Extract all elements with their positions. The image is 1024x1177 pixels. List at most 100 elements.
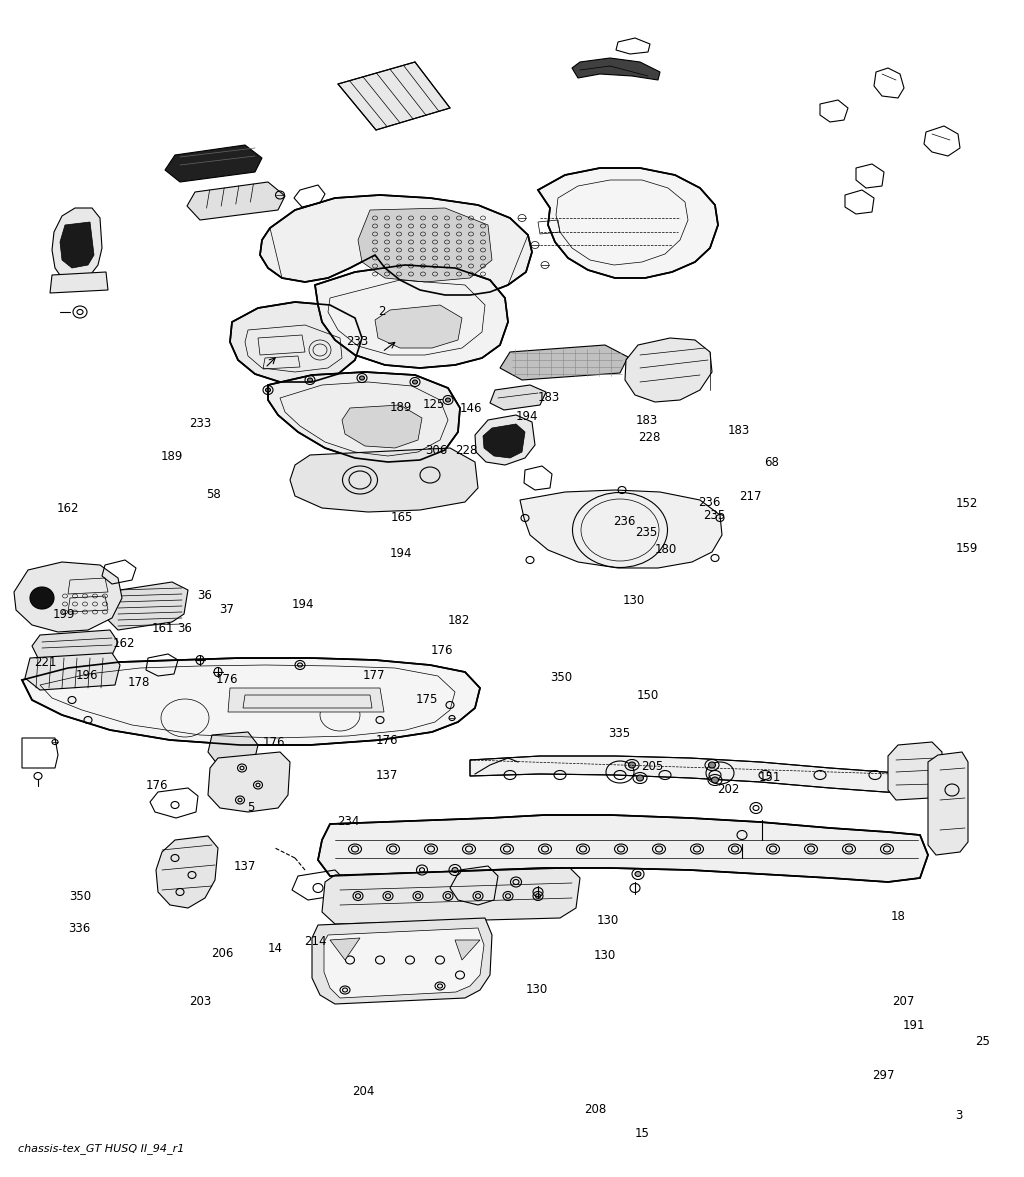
Ellipse shape (452, 867, 458, 872)
Text: 221: 221 (34, 656, 56, 670)
Text: 159: 159 (955, 541, 978, 556)
Polygon shape (338, 62, 450, 129)
Text: 217: 217 (739, 490, 762, 504)
Text: 146: 146 (460, 401, 482, 415)
Polygon shape (22, 658, 480, 745)
Polygon shape (324, 927, 484, 998)
Text: 204: 204 (352, 1084, 375, 1098)
Ellipse shape (629, 762, 636, 769)
Polygon shape (156, 836, 218, 907)
Text: 130: 130 (525, 983, 548, 997)
Polygon shape (14, 561, 122, 632)
Text: 183: 183 (538, 391, 560, 405)
Polygon shape (483, 424, 525, 458)
Text: 235: 235 (635, 525, 657, 539)
Polygon shape (520, 490, 722, 568)
Polygon shape (358, 208, 492, 282)
Polygon shape (888, 742, 942, 800)
Polygon shape (290, 448, 478, 512)
Polygon shape (32, 630, 118, 658)
Text: 183: 183 (636, 413, 658, 427)
Polygon shape (470, 756, 922, 794)
Text: 178: 178 (128, 676, 151, 690)
Text: 36: 36 (198, 588, 213, 603)
Ellipse shape (445, 398, 451, 403)
Text: 189: 189 (161, 450, 183, 464)
Polygon shape (475, 415, 535, 465)
Text: 235: 235 (703, 508, 726, 523)
Text: 207: 207 (892, 995, 914, 1009)
Text: 18: 18 (891, 910, 906, 924)
Polygon shape (108, 581, 188, 630)
Polygon shape (330, 938, 360, 960)
Text: 151: 151 (759, 771, 781, 785)
Text: 137: 137 (376, 769, 398, 783)
Polygon shape (165, 145, 262, 182)
Text: 176: 176 (263, 736, 286, 750)
Polygon shape (572, 58, 660, 80)
Polygon shape (455, 940, 480, 960)
Text: 68: 68 (764, 455, 779, 470)
Ellipse shape (359, 375, 365, 380)
Text: 183: 183 (728, 424, 751, 438)
Polygon shape (208, 732, 258, 765)
Polygon shape (208, 752, 290, 812)
Text: 236: 236 (613, 514, 636, 528)
Polygon shape (50, 272, 108, 293)
Text: 194: 194 (516, 410, 539, 424)
Polygon shape (52, 208, 102, 282)
Text: 234: 234 (337, 814, 359, 829)
Text: 14: 14 (267, 942, 283, 956)
Text: 191: 191 (903, 1018, 926, 1032)
Text: 182: 182 (447, 613, 470, 627)
Text: 130: 130 (594, 949, 616, 963)
Polygon shape (315, 265, 508, 368)
Text: 177: 177 (362, 669, 385, 683)
Text: 194: 194 (292, 598, 314, 612)
Text: 58: 58 (206, 487, 220, 501)
Ellipse shape (637, 774, 643, 782)
Text: 5: 5 (247, 800, 254, 814)
Text: 297: 297 (872, 1069, 895, 1083)
Text: 180: 180 (654, 543, 677, 557)
Text: 350: 350 (70, 890, 92, 904)
Text: 175: 175 (416, 692, 438, 706)
Polygon shape (230, 302, 362, 383)
Text: 36: 36 (177, 621, 193, 636)
Text: 130: 130 (597, 913, 620, 927)
Polygon shape (375, 305, 462, 348)
Ellipse shape (265, 388, 270, 392)
Ellipse shape (30, 587, 54, 609)
Text: 176: 176 (216, 672, 239, 686)
Polygon shape (490, 385, 546, 410)
Text: 189: 189 (390, 400, 413, 414)
Text: chassis-tex_GT HUSQ II_94_r1: chassis-tex_GT HUSQ II_94_r1 (18, 1144, 184, 1155)
Text: 233: 233 (189, 417, 212, 431)
Text: 228: 228 (638, 431, 660, 445)
Text: 199: 199 (52, 607, 75, 621)
Text: 162: 162 (56, 501, 79, 516)
Text: 137: 137 (233, 859, 256, 873)
Polygon shape (268, 372, 460, 463)
Text: 176: 176 (145, 778, 168, 792)
Text: 152: 152 (955, 497, 978, 511)
Polygon shape (187, 182, 285, 220)
Text: 165: 165 (391, 511, 414, 525)
Text: 208: 208 (584, 1103, 606, 1117)
Text: 2: 2 (378, 305, 385, 319)
Text: 203: 203 (189, 995, 212, 1009)
Ellipse shape (307, 378, 312, 383)
Text: 336: 336 (69, 922, 91, 936)
Ellipse shape (635, 871, 641, 877)
Polygon shape (228, 689, 384, 712)
Ellipse shape (712, 777, 719, 783)
Polygon shape (25, 653, 120, 690)
Ellipse shape (413, 380, 418, 384)
Text: 206: 206 (211, 946, 233, 960)
Text: 205: 205 (641, 759, 664, 773)
Text: 37: 37 (219, 603, 234, 617)
Text: 3: 3 (955, 1109, 963, 1123)
Polygon shape (60, 222, 94, 268)
Polygon shape (312, 918, 492, 1004)
Polygon shape (322, 867, 580, 924)
